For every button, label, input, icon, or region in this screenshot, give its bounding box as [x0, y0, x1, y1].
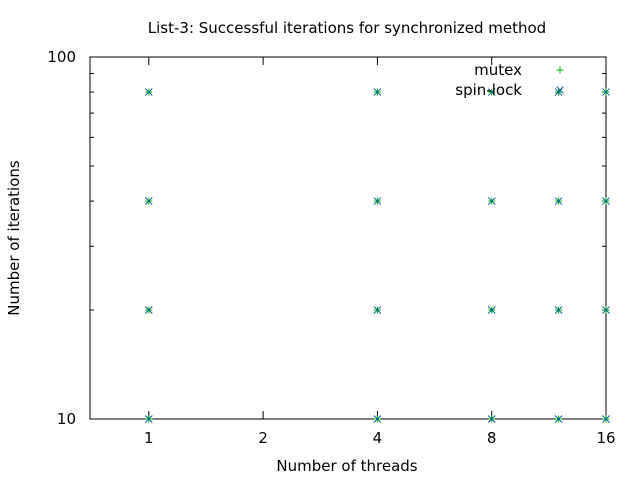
data-point-spin-lock [554, 306, 563, 314]
data-point-spin-lock [373, 88, 382, 96]
x-tick-label: 8 [487, 429, 497, 447]
legend-marker [556, 66, 564, 74]
y-tick-label: 100 [47, 48, 76, 66]
x-tick-label: 4 [373, 429, 383, 447]
data-point-spin-lock [487, 415, 496, 423]
data-point-spin-lock [487, 306, 496, 314]
data-point-spin-lock [144, 197, 153, 205]
x-tick-label: 1 [144, 429, 154, 447]
data-point-spin-lock [487, 197, 496, 205]
data-point-spin-lock [602, 197, 610, 205]
data-point-spin-lock [554, 197, 563, 205]
legend-marker [556, 86, 564, 94]
x-tick-label: 16 [596, 429, 615, 447]
legend: mutex spin-lock [455, 61, 564, 99]
x-tick-label: 2 [258, 429, 268, 447]
legend-label: mutex [474, 61, 522, 79]
data-point-spin-lock [373, 306, 382, 314]
plot-frame [89, 56, 607, 420]
y-axis-label: Number of iterations [5, 160, 23, 316]
data-point-spin-lock [602, 88, 610, 96]
data-point-spin-lock [373, 197, 382, 205]
data-point-spin-lock [144, 306, 153, 314]
data-point-spin-lock [373, 415, 382, 423]
legend-label: spin-lock [455, 81, 522, 99]
x-axis-label: Number of threads [276, 457, 417, 475]
data-point-spin-lock [487, 88, 496, 96]
data-point-spin-lock [602, 415, 610, 423]
data-points [144, 88, 610, 423]
chart-title: List-3: Successful iterations for synchr… [148, 19, 546, 37]
y-tick-label: 10 [57, 410, 76, 428]
data-point-spin-lock [144, 415, 153, 423]
axes: 1 2 4 8 16 10 100 [47, 48, 615, 447]
data-point-spin-lock [602, 306, 610, 314]
data-point-spin-lock [144, 88, 153, 96]
data-point-spin-lock [554, 415, 563, 423]
